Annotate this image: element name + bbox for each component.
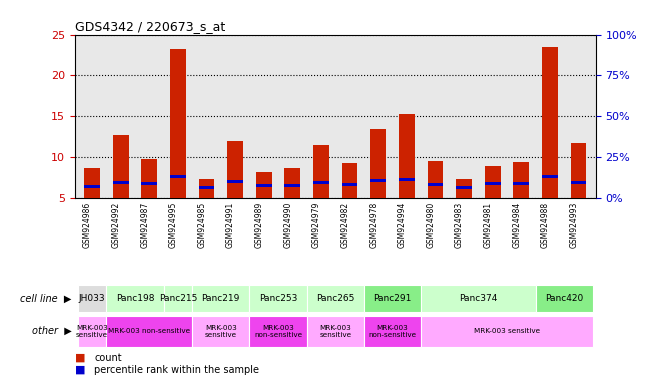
Bar: [542, 175, 558, 178]
Text: MRK-003 sensitive: MRK-003 sensitive: [474, 328, 540, 334]
Bar: [456, 179, 472, 198]
Bar: [192, 285, 249, 312]
Bar: [307, 285, 364, 312]
Text: GSM924993: GSM924993: [570, 202, 579, 248]
Bar: [536, 285, 593, 312]
Text: Panc374: Panc374: [459, 294, 497, 303]
Bar: [84, 185, 100, 188]
Text: GSM924982: GSM924982: [340, 202, 350, 248]
Bar: [342, 164, 357, 198]
Bar: [485, 166, 501, 198]
Text: GSM924984: GSM924984: [512, 202, 521, 248]
Bar: [249, 316, 307, 346]
Bar: [106, 285, 163, 312]
Bar: [370, 129, 386, 198]
Bar: [113, 181, 128, 184]
Bar: [307, 316, 364, 346]
Text: GSM924994: GSM924994: [398, 202, 407, 248]
Bar: [514, 162, 529, 198]
Bar: [106, 316, 192, 346]
Bar: [370, 179, 386, 182]
Text: Panc215: Panc215: [159, 294, 197, 303]
Text: GSM924979: GSM924979: [312, 202, 321, 248]
Text: ■: ■: [75, 364, 85, 375]
Text: GSM924981: GSM924981: [484, 202, 493, 248]
Bar: [192, 316, 249, 346]
Text: GSM924983: GSM924983: [455, 202, 464, 248]
Text: Panc291: Panc291: [373, 294, 411, 303]
Text: GSM924995: GSM924995: [169, 202, 178, 248]
Text: GSM924991: GSM924991: [226, 202, 235, 248]
Text: GSM924992: GSM924992: [112, 202, 120, 248]
Text: MRK-003
non-sensitive: MRK-003 non-sensitive: [368, 325, 417, 338]
Bar: [249, 285, 307, 312]
Bar: [542, 47, 558, 198]
Bar: [199, 186, 214, 189]
Text: GSM924987: GSM924987: [140, 202, 149, 248]
Bar: [77, 316, 106, 346]
Bar: [256, 172, 271, 198]
Bar: [421, 316, 593, 346]
Text: MRK-003 non-sensitive: MRK-003 non-sensitive: [108, 328, 190, 334]
Text: GSM924980: GSM924980: [426, 202, 436, 248]
Bar: [163, 285, 192, 312]
Text: GSM924985: GSM924985: [197, 202, 206, 248]
Bar: [227, 141, 243, 198]
Text: GSM924978: GSM924978: [369, 202, 378, 248]
Text: other  ▶: other ▶: [32, 326, 72, 336]
Text: Panc420: Panc420: [545, 294, 583, 303]
Bar: [514, 182, 529, 185]
Bar: [170, 49, 186, 198]
Text: Panc219: Panc219: [202, 294, 240, 303]
Text: Panc253: Panc253: [259, 294, 298, 303]
Bar: [313, 181, 329, 184]
Bar: [421, 285, 536, 312]
Bar: [141, 182, 157, 185]
Text: GSM924990: GSM924990: [283, 202, 292, 248]
Bar: [428, 161, 443, 198]
Text: MRK-003
sensitive: MRK-003 sensitive: [319, 325, 352, 338]
Text: MRK-003
non-sensitive: MRK-003 non-sensitive: [254, 325, 302, 338]
Bar: [571, 143, 587, 198]
Text: MRK-003
sensitive: MRK-003 sensitive: [76, 325, 108, 338]
Bar: [77, 285, 106, 312]
Bar: [84, 167, 100, 198]
Bar: [571, 181, 587, 184]
Text: Panc198: Panc198: [116, 294, 154, 303]
Bar: [170, 175, 186, 178]
Text: ■: ■: [75, 353, 85, 362]
Bar: [227, 180, 243, 183]
Text: GSM924989: GSM924989: [255, 202, 264, 248]
Bar: [313, 145, 329, 198]
Bar: [485, 182, 501, 185]
Bar: [342, 183, 357, 185]
Bar: [364, 285, 421, 312]
Bar: [256, 184, 271, 187]
Text: Panc265: Panc265: [316, 294, 354, 303]
Text: JH033: JH033: [79, 294, 105, 303]
Text: count: count: [94, 353, 122, 362]
Text: MRK-003
sensitive: MRK-003 sensitive: [205, 325, 237, 338]
Text: cell line  ▶: cell line ▶: [20, 293, 72, 304]
Bar: [141, 159, 157, 198]
Text: GSM924988: GSM924988: [541, 202, 550, 248]
Bar: [399, 179, 415, 181]
Bar: [364, 316, 421, 346]
Bar: [399, 114, 415, 198]
Bar: [456, 186, 472, 189]
Bar: [113, 135, 128, 198]
Bar: [284, 184, 300, 187]
Bar: [284, 167, 300, 198]
Text: GDS4342 / 220673_s_at: GDS4342 / 220673_s_at: [75, 20, 225, 33]
Bar: [428, 183, 443, 186]
Text: GSM924986: GSM924986: [83, 202, 92, 248]
Text: percentile rank within the sample: percentile rank within the sample: [94, 364, 259, 375]
Bar: [199, 179, 214, 198]
